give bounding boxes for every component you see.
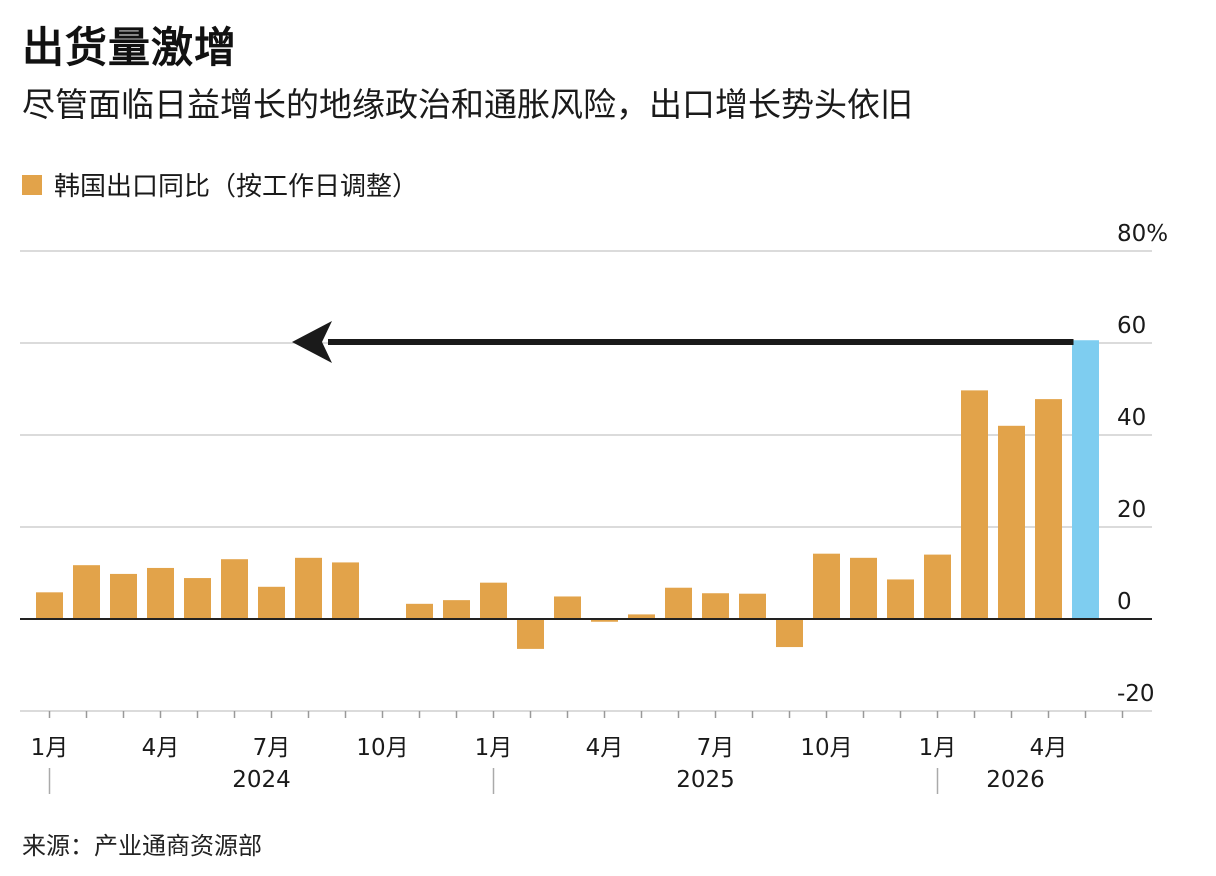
bar [628,614,655,619]
bar [998,425,1025,619]
bar [665,587,692,619]
bar [591,619,618,622]
bar [443,600,470,619]
x-tick-label: 1月 [919,735,957,761]
bar [36,592,63,619]
bar [850,557,877,619]
bar [517,619,544,649]
chart-subtitle: 尽管面临日益增长的地缘政治和通胀风险，出口增长势头依旧 [22,85,913,124]
year-label: 2025 [676,767,735,793]
bar [221,559,248,619]
chart-title: 出货量激增 [22,23,238,72]
bar [776,619,803,648]
y-tick-label: 0 [1117,589,1132,615]
annotation-arrow-head [292,321,332,363]
x-tick-label: 4月 [1030,735,1068,761]
bar [184,578,211,619]
bar [295,557,322,619]
y-tick-label: 40 [1117,405,1146,431]
bar [887,579,914,619]
bar [73,565,100,619]
legend-label: 韩国出口同比（按工作日调整） [54,172,419,202]
x-tick-label: 4月 [142,735,180,761]
x-tick-label: 4月 [586,735,624,761]
source-note: 来源：产业通商资源部 [22,832,262,860]
y-tick-label: 80% [1117,221,1168,247]
y-tick-label: -20 [1117,681,1155,707]
bar [813,553,840,619]
year-label: 2024 [232,767,291,793]
x-tick-label: 7月 [697,735,735,761]
x-tick-label: 1月 [31,735,69,761]
bar [702,593,729,619]
bar [110,573,137,619]
y-tick-label: 60 [1117,313,1146,339]
bar-highlight [1072,340,1099,619]
x-tick-label: 10月 [356,735,408,761]
x-tick-label: 10月 [800,735,852,761]
bar [480,582,507,619]
bar [554,596,581,619]
bar [961,390,988,619]
bar [406,603,433,619]
x-tick-label: 7月 [253,735,291,761]
y-tick-label: 20 [1117,497,1146,523]
bar [147,567,174,619]
legend-swatch [22,174,42,195]
x-tick-label: 1月 [475,735,513,761]
bar [924,554,951,619]
bar [258,586,285,619]
bar [332,562,359,619]
legend: 韩国出口同比（按工作日调整） [22,166,418,203]
year-label: 2026 [986,767,1045,793]
bar [1035,399,1062,619]
bar [739,593,766,619]
